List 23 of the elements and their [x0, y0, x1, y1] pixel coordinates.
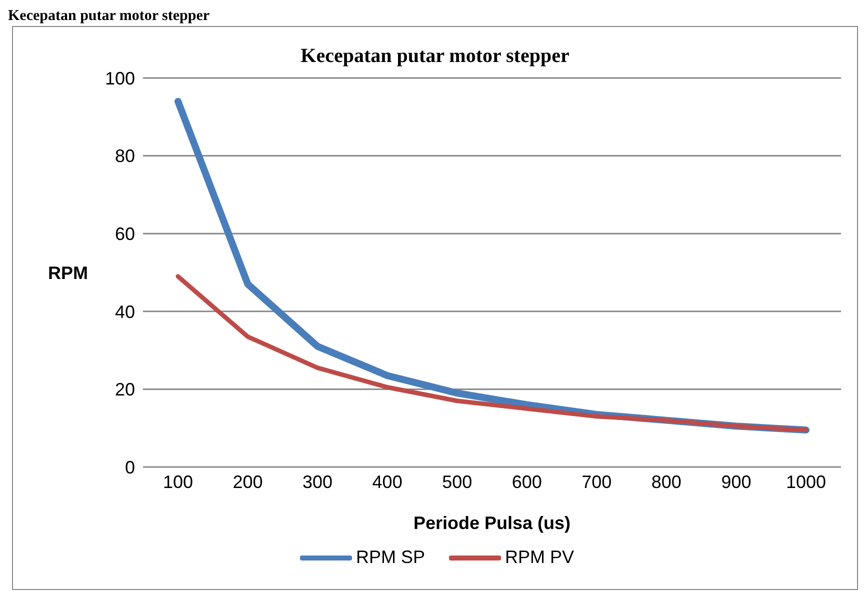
- x-tick-label: 1000: [786, 472, 826, 492]
- x-tick-label: 800: [651, 472, 682, 492]
- legend-label: RPM PV: [505, 547, 574, 568]
- text: Kecepatan putar motor stepper: [8, 8, 211, 24]
- x-tick-label: 900: [721, 472, 752, 492]
- legend-label: RPM SP: [356, 547, 425, 568]
- x-axis-title: Periode Pulsa (us): [413, 513, 571, 533]
- y-tick-label: 100: [104, 68, 135, 88]
- line-series: [176, 274, 808, 432]
- y-axis-title: RPM: [48, 262, 88, 283]
- y-tick-label: 40: [114, 302, 135, 322]
- x-tick-label: 300: [302, 472, 333, 492]
- y-tick-label: 60: [114, 224, 135, 244]
- y-tick-label: 0: [124, 457, 135, 478]
- x-tick-label: 500: [442, 472, 472, 492]
- y-tick-label: 80: [114, 146, 135, 166]
- x-tick-label: 100: [162, 472, 194, 492]
- x-tick-label: 400: [372, 472, 402, 492]
- x-tick-label: 200: [232, 472, 263, 492]
- y-tick-label: 20: [114, 380, 135, 400]
- x-tick-label: 700: [582, 472, 612, 492]
- chart-title: Kecepatan putar motor stepper: [300, 45, 570, 68]
- x-tick-label: 600: [512, 472, 542, 492]
